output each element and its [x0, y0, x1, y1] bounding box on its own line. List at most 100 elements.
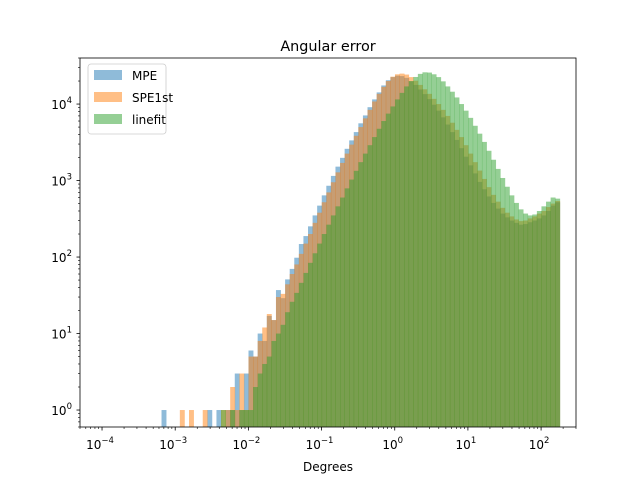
histogram-bar — [340, 197, 345, 427]
histogram-bar — [221, 410, 226, 427]
histogram-bar — [394, 99, 400, 427]
histogram-bars — [161, 72, 561, 428]
histogram-bar — [422, 72, 428, 427]
histogram-bar — [500, 177, 506, 427]
histogram-bar — [298, 282, 304, 427]
histogram-bar — [550, 197, 556, 427]
histogram-bar — [417, 73, 423, 427]
histogram-bar — [509, 195, 515, 427]
legend: MPE SPE1st linefit — [87, 63, 173, 135]
histogram-bar — [491, 159, 497, 427]
histogram-bar — [321, 234, 327, 427]
histogram-bar — [207, 410, 213, 427]
histogram-bar — [349, 179, 355, 427]
histogram-bar — [427, 72, 432, 427]
legend-swatch-spe1st — [94, 92, 122, 102]
histogram-bar — [555, 198, 561, 427]
histogram-bar — [472, 125, 478, 427]
y-tick-label: 102 — [51, 249, 72, 265]
histogram-bar — [248, 356, 254, 427]
histogram-bar — [513, 202, 519, 427]
histogram-bar — [230, 410, 236, 427]
histogram-bar — [449, 91, 455, 428]
histogram-bar — [486, 150, 492, 427]
histogram-bar — [408, 81, 414, 427]
histogram-bar — [234, 373, 240, 427]
histogram-bar — [266, 356, 272, 427]
legend-swatch-mpe — [94, 70, 122, 80]
histogram-bar — [225, 410, 231, 427]
histogram-bar — [243, 410, 249, 427]
histogram-bar — [335, 206, 341, 427]
histogram-bar — [312, 253, 318, 427]
histogram-bar — [413, 76, 419, 427]
histogram-bar — [390, 106, 396, 428]
y-tick-label: 100 — [51, 402, 72, 418]
x-axis-label: Degrees — [303, 460, 353, 474]
histogram-bar — [179, 410, 185, 427]
histogram-bar — [436, 77, 442, 428]
histogram-bar — [271, 340, 277, 427]
histogram-bar — [202, 410, 208, 427]
histogram-bar — [308, 262, 313, 427]
histogram-bar — [239, 410, 245, 427]
histogram-bar — [454, 97, 460, 427]
legend-label-linefit: linefit — [132, 113, 166, 127]
histogram-bar — [527, 215, 533, 427]
histogram-bar — [459, 104, 464, 428]
histogram-bar — [504, 186, 510, 427]
histogram-bar — [317, 243, 323, 427]
histogram-bar — [230, 387, 236, 427]
x-axis-ticks: 10−4 10−3 10−2 10−1 100 101 102 — [79, 427, 577, 452]
y-tick-label: 101 — [51, 326, 72, 342]
histogram-bar — [262, 363, 268, 427]
histogram-bar — [353, 170, 359, 427]
histogram-bar — [541, 206, 547, 427]
histogram-bar — [477, 133, 483, 428]
histogram-bar — [161, 410, 167, 427]
histogram-bar — [536, 210, 542, 427]
y-tick-label: 104 — [51, 96, 72, 112]
histogram-bar — [481, 141, 487, 427]
histogram-bar — [376, 128, 382, 427]
histogram-bar — [399, 92, 405, 427]
histogram-bar — [362, 153, 368, 428]
histogram-bar — [275, 333, 281, 427]
histogram-bar — [253, 387, 259, 427]
histogram-bar — [257, 373, 263, 427]
histogram-bar — [358, 162, 364, 427]
histogram-bar — [404, 86, 410, 428]
histogram-bar — [518, 209, 524, 427]
x-tick-label: 10−2 — [232, 436, 260, 452]
series-linefit-bars — [221, 72, 561, 428]
histogram-bar — [546, 201, 551, 427]
histogram-bar — [523, 213, 529, 427]
histogram-bar — [326, 224, 332, 427]
histogram-bar — [239, 373, 245, 427]
histogram-bar — [344, 188, 350, 427]
histogram-bar — [495, 168, 501, 427]
x-tick-label: 100 — [382, 436, 403, 452]
x-tick-label: 10−3 — [159, 436, 187, 452]
histogram-bar — [303, 272, 309, 427]
legend-label-mpe: MPE — [132, 69, 157, 83]
histogram-bar — [431, 74, 437, 427]
histogram-bar — [234, 410, 240, 427]
histogram-bar — [445, 86, 451, 428]
histogram-bar — [468, 117, 474, 428]
x-tick-label: 101 — [456, 436, 477, 452]
histogram-bar — [248, 410, 254, 427]
histogram-bar — [280, 324, 286, 427]
histogram-bar — [385, 113, 391, 428]
histogram-bar — [243, 373, 249, 427]
histogram-bar — [216, 410, 222, 427]
histogram-bar — [189, 410, 194, 427]
x-tick-label: 102 — [529, 436, 550, 452]
y-axis-ticks: 100 101 102 103 104 — [51, 57, 80, 428]
histogram-bar — [367, 145, 373, 427]
histogram-bar — [463, 110, 469, 428]
x-tick-label: 10−1 — [306, 436, 334, 452]
histogram-bar — [532, 214, 538, 427]
y-tick-label: 103 — [51, 173, 72, 189]
